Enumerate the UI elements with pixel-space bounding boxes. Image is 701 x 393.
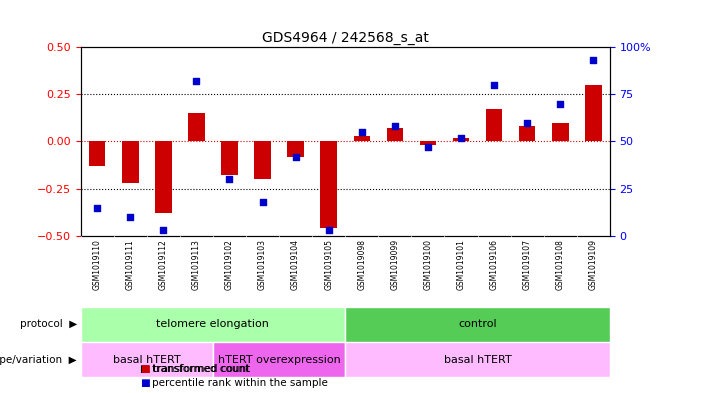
Text: GSM1019098: GSM1019098 <box>358 239 367 290</box>
Point <box>389 123 400 130</box>
Text: GSM1019111: GSM1019111 <box>125 239 135 290</box>
Bar <box>386 128 403 141</box>
Point <box>224 176 235 182</box>
Text: ■ transformed count: ■ transformed count <box>140 364 250 375</box>
Text: ■: ■ <box>140 364 150 375</box>
Text: GSM1019099: GSM1019099 <box>390 239 400 290</box>
Point <box>92 204 103 211</box>
Text: GSM1019102: GSM1019102 <box>225 239 234 290</box>
Point <box>257 199 268 205</box>
Text: hTERT overexpression: hTERT overexpression <box>218 354 341 365</box>
Text: genotype/variation  ▶: genotype/variation ▶ <box>0 354 77 365</box>
Text: GSM1019103: GSM1019103 <box>258 239 267 290</box>
Text: control: control <box>458 319 497 329</box>
Title: GDS4964 / 242568_s_at: GDS4964 / 242568_s_at <box>261 31 429 45</box>
Bar <box>552 123 569 141</box>
Bar <box>254 141 271 179</box>
Text: GSM1019105: GSM1019105 <box>324 239 333 290</box>
Text: transformed count: transformed count <box>152 364 250 375</box>
Point <box>125 214 136 220</box>
Bar <box>453 138 469 141</box>
Bar <box>222 141 238 175</box>
Text: GSM1019110: GSM1019110 <box>93 239 102 290</box>
Bar <box>155 141 172 213</box>
Point <box>522 119 533 126</box>
Bar <box>320 141 337 228</box>
Text: ■: ■ <box>140 378 150 388</box>
Text: GSM1019100: GSM1019100 <box>423 239 433 290</box>
Point <box>456 134 467 141</box>
Bar <box>122 141 139 183</box>
Point <box>290 153 301 160</box>
Bar <box>89 141 105 166</box>
Text: GSM1019107: GSM1019107 <box>523 239 531 290</box>
Bar <box>420 141 436 145</box>
Bar <box>519 127 536 141</box>
Text: protocol  ▶: protocol ▶ <box>20 319 77 329</box>
Point <box>191 78 202 84</box>
Text: GSM1019108: GSM1019108 <box>556 239 565 290</box>
Point <box>587 57 599 64</box>
Text: GSM1019112: GSM1019112 <box>159 239 168 290</box>
Bar <box>486 109 503 141</box>
Point <box>356 129 367 135</box>
Bar <box>81 307 346 342</box>
Point <box>489 82 500 88</box>
Text: GSM1019113: GSM1019113 <box>192 239 201 290</box>
Text: percentile rank within the sample: percentile rank within the sample <box>152 378 328 388</box>
Text: GSM1019109: GSM1019109 <box>589 239 598 290</box>
Point <box>158 227 169 233</box>
Text: GSM1019106: GSM1019106 <box>489 239 498 290</box>
Bar <box>585 85 601 141</box>
Bar <box>213 342 346 377</box>
Text: basal hTERT: basal hTERT <box>444 354 512 365</box>
Bar <box>346 342 610 377</box>
Point <box>323 227 334 233</box>
Text: GSM1019101: GSM1019101 <box>456 239 465 290</box>
Bar <box>353 136 370 141</box>
Point <box>422 144 433 150</box>
Bar <box>188 113 205 141</box>
Bar <box>346 307 610 342</box>
Bar <box>287 141 304 156</box>
Text: GSM1019104: GSM1019104 <box>291 239 300 290</box>
Text: telomere elongation: telomere elongation <box>156 319 269 329</box>
Text: basal hTERT: basal hTERT <box>113 354 181 365</box>
Point <box>554 101 566 107</box>
Bar <box>81 342 213 377</box>
